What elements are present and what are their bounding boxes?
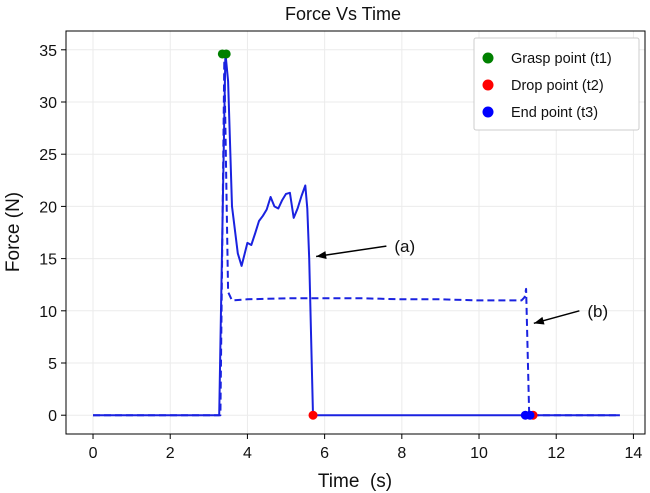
annotation-arrow-head [533, 316, 545, 325]
y-tick-label: 25 [39, 147, 57, 164]
x-tick-label: 4 [243, 445, 252, 462]
y-tick-label: 10 [39, 304, 57, 321]
x-tick-label: 14 [625, 445, 643, 462]
legend-label: Drop point (t2) [511, 78, 604, 94]
legend-marker [482, 106, 494, 118]
data-series [93, 51, 620, 417]
x-tick-label: 0 [89, 445, 98, 462]
y-tick-label: 30 [39, 95, 57, 112]
x-tick-label: 8 [397, 445, 406, 462]
legend-box [473, 37, 640, 131]
annotation-arrow-head [316, 251, 327, 259]
y-tick-label: 0 [48, 408, 57, 425]
plot-area-frame [65, 30, 646, 435]
axis-ticks: 0 2 4 6 8 10 12 14 0 5 10 15 20 25 30 35 [39, 43, 642, 462]
x-tick-label: 6 [320, 445, 329, 462]
annotation-label: (a) [394, 237, 415, 256]
series-line-solid [93, 51, 620, 417]
x-tick-label: 10 [470, 445, 488, 462]
x-tick-label: 2 [166, 445, 175, 462]
y-tick-label: 5 [48, 356, 57, 373]
annotation-label: (b) [587, 302, 608, 321]
x-tick-label: 12 [547, 445, 565, 462]
legend-label: End point (t3) [511, 105, 598, 121]
legend-marker [482, 52, 494, 64]
data-markers [217, 49, 538, 420]
y-axis-label: Force (N) [3, 192, 24, 272]
series-line-dashed [93, 59, 620, 417]
x-axis-label: Time (s) [318, 471, 392, 492]
y-tick-label: 35 [39, 43, 57, 60]
annotations: (a) (b) [316, 237, 608, 325]
annotation-arrow-line [316, 245, 387, 258]
legend-label: Grasp point (t1) [511, 51, 612, 67]
legend-marker [482, 79, 494, 91]
y-tick-label: 20 [39, 199, 57, 216]
marker-point [221, 49, 231, 59]
y-tick-label: 15 [39, 252, 57, 269]
chart-title: Force Vs Time [285, 4, 401, 24]
legend: Grasp point (t1) Drop point (t2) End point… [473, 37, 640, 131]
marker-point [308, 410, 318, 420]
marker-point [525, 410, 535, 420]
